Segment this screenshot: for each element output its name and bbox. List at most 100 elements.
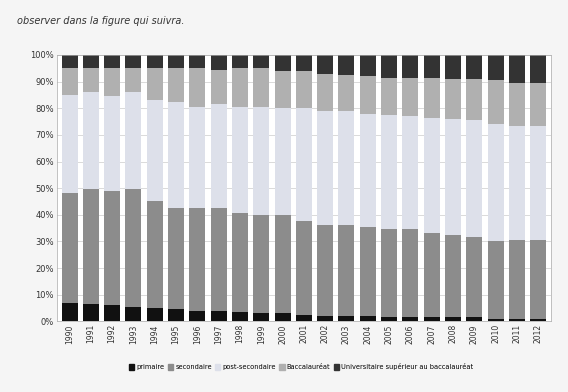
Bar bbox=[61, 68, 78, 95]
Bar bbox=[189, 208, 206, 311]
Bar bbox=[360, 114, 376, 227]
Bar bbox=[317, 225, 333, 316]
Bar bbox=[61, 303, 78, 321]
Bar bbox=[211, 69, 227, 104]
Bar bbox=[424, 234, 440, 318]
Bar bbox=[466, 120, 482, 238]
Bar bbox=[147, 308, 163, 321]
Bar bbox=[83, 189, 99, 304]
Bar bbox=[360, 316, 376, 321]
Bar bbox=[253, 68, 269, 107]
Bar bbox=[360, 76, 376, 114]
Bar bbox=[211, 104, 227, 208]
Bar bbox=[274, 71, 291, 108]
Bar bbox=[402, 116, 419, 229]
Bar bbox=[126, 189, 141, 307]
Bar bbox=[104, 305, 120, 321]
Bar bbox=[530, 83, 546, 125]
Bar bbox=[530, 125, 546, 240]
Bar bbox=[104, 191, 120, 305]
Bar bbox=[168, 102, 184, 208]
Bar bbox=[83, 304, 99, 321]
Bar bbox=[509, 55, 525, 83]
Bar bbox=[402, 318, 419, 321]
Bar bbox=[317, 316, 333, 321]
Text: observer dans la figure qui suivra.: observer dans la figure qui suivra. bbox=[17, 16, 185, 26]
Bar bbox=[126, 307, 141, 321]
Bar bbox=[339, 225, 354, 316]
Bar bbox=[402, 78, 419, 116]
Bar bbox=[381, 229, 397, 318]
Bar bbox=[126, 92, 141, 189]
Bar bbox=[189, 55, 206, 68]
Bar bbox=[487, 319, 504, 321]
Bar bbox=[232, 55, 248, 68]
Bar bbox=[232, 68, 248, 107]
Bar bbox=[126, 68, 141, 92]
Bar bbox=[61, 95, 78, 194]
Bar bbox=[487, 124, 504, 241]
Bar bbox=[83, 68, 99, 92]
Bar bbox=[360, 227, 376, 316]
Bar bbox=[253, 215, 269, 314]
Bar bbox=[83, 92, 99, 189]
Bar bbox=[381, 55, 397, 78]
Bar bbox=[168, 68, 184, 102]
Bar bbox=[339, 111, 354, 225]
Bar bbox=[339, 55, 354, 75]
Bar bbox=[147, 55, 163, 68]
Bar bbox=[466, 318, 482, 321]
Bar bbox=[466, 79, 482, 120]
Bar bbox=[445, 79, 461, 119]
Bar bbox=[381, 115, 397, 229]
Bar bbox=[296, 315, 312, 321]
Bar bbox=[509, 83, 525, 125]
Bar bbox=[445, 235, 461, 318]
Bar bbox=[317, 74, 333, 111]
Bar bbox=[296, 55, 312, 71]
Bar bbox=[424, 318, 440, 321]
Bar bbox=[487, 241, 504, 319]
Bar bbox=[253, 55, 269, 68]
Bar bbox=[274, 55, 291, 71]
Bar bbox=[360, 55, 376, 76]
Bar bbox=[211, 311, 227, 321]
Bar bbox=[317, 111, 333, 225]
Bar bbox=[381, 318, 397, 321]
Bar bbox=[296, 108, 312, 221]
Bar bbox=[253, 314, 269, 321]
Bar bbox=[381, 78, 397, 115]
Bar bbox=[317, 55, 333, 74]
Bar bbox=[104, 55, 120, 68]
Bar bbox=[445, 318, 461, 321]
Bar bbox=[509, 125, 525, 240]
Bar bbox=[424, 78, 440, 118]
Bar bbox=[147, 68, 163, 100]
Bar bbox=[147, 100, 163, 201]
Bar bbox=[509, 319, 525, 321]
Bar bbox=[274, 314, 291, 321]
Bar bbox=[211, 55, 227, 69]
Bar bbox=[253, 107, 269, 215]
Bar bbox=[445, 119, 461, 235]
Bar bbox=[168, 55, 184, 68]
Bar bbox=[487, 55, 504, 80]
Legend: primaire, secondaire, post-secondaire, Baccalauréat, Universitaire supérieur au : primaire, secondaire, post-secondaire, B… bbox=[126, 361, 476, 373]
Bar bbox=[339, 316, 354, 321]
Bar bbox=[296, 71, 312, 108]
Bar bbox=[232, 107, 248, 214]
Bar bbox=[189, 107, 206, 208]
Bar bbox=[61, 194, 78, 303]
Bar bbox=[83, 55, 99, 68]
Bar bbox=[189, 311, 206, 321]
Bar bbox=[487, 80, 504, 124]
Bar bbox=[168, 208, 184, 309]
Bar bbox=[424, 118, 440, 234]
Bar bbox=[530, 55, 546, 83]
Bar bbox=[466, 55, 482, 79]
Bar bbox=[126, 55, 141, 68]
Bar bbox=[339, 75, 354, 111]
Bar bbox=[274, 108, 291, 215]
Bar bbox=[424, 55, 440, 78]
Bar bbox=[509, 240, 525, 319]
